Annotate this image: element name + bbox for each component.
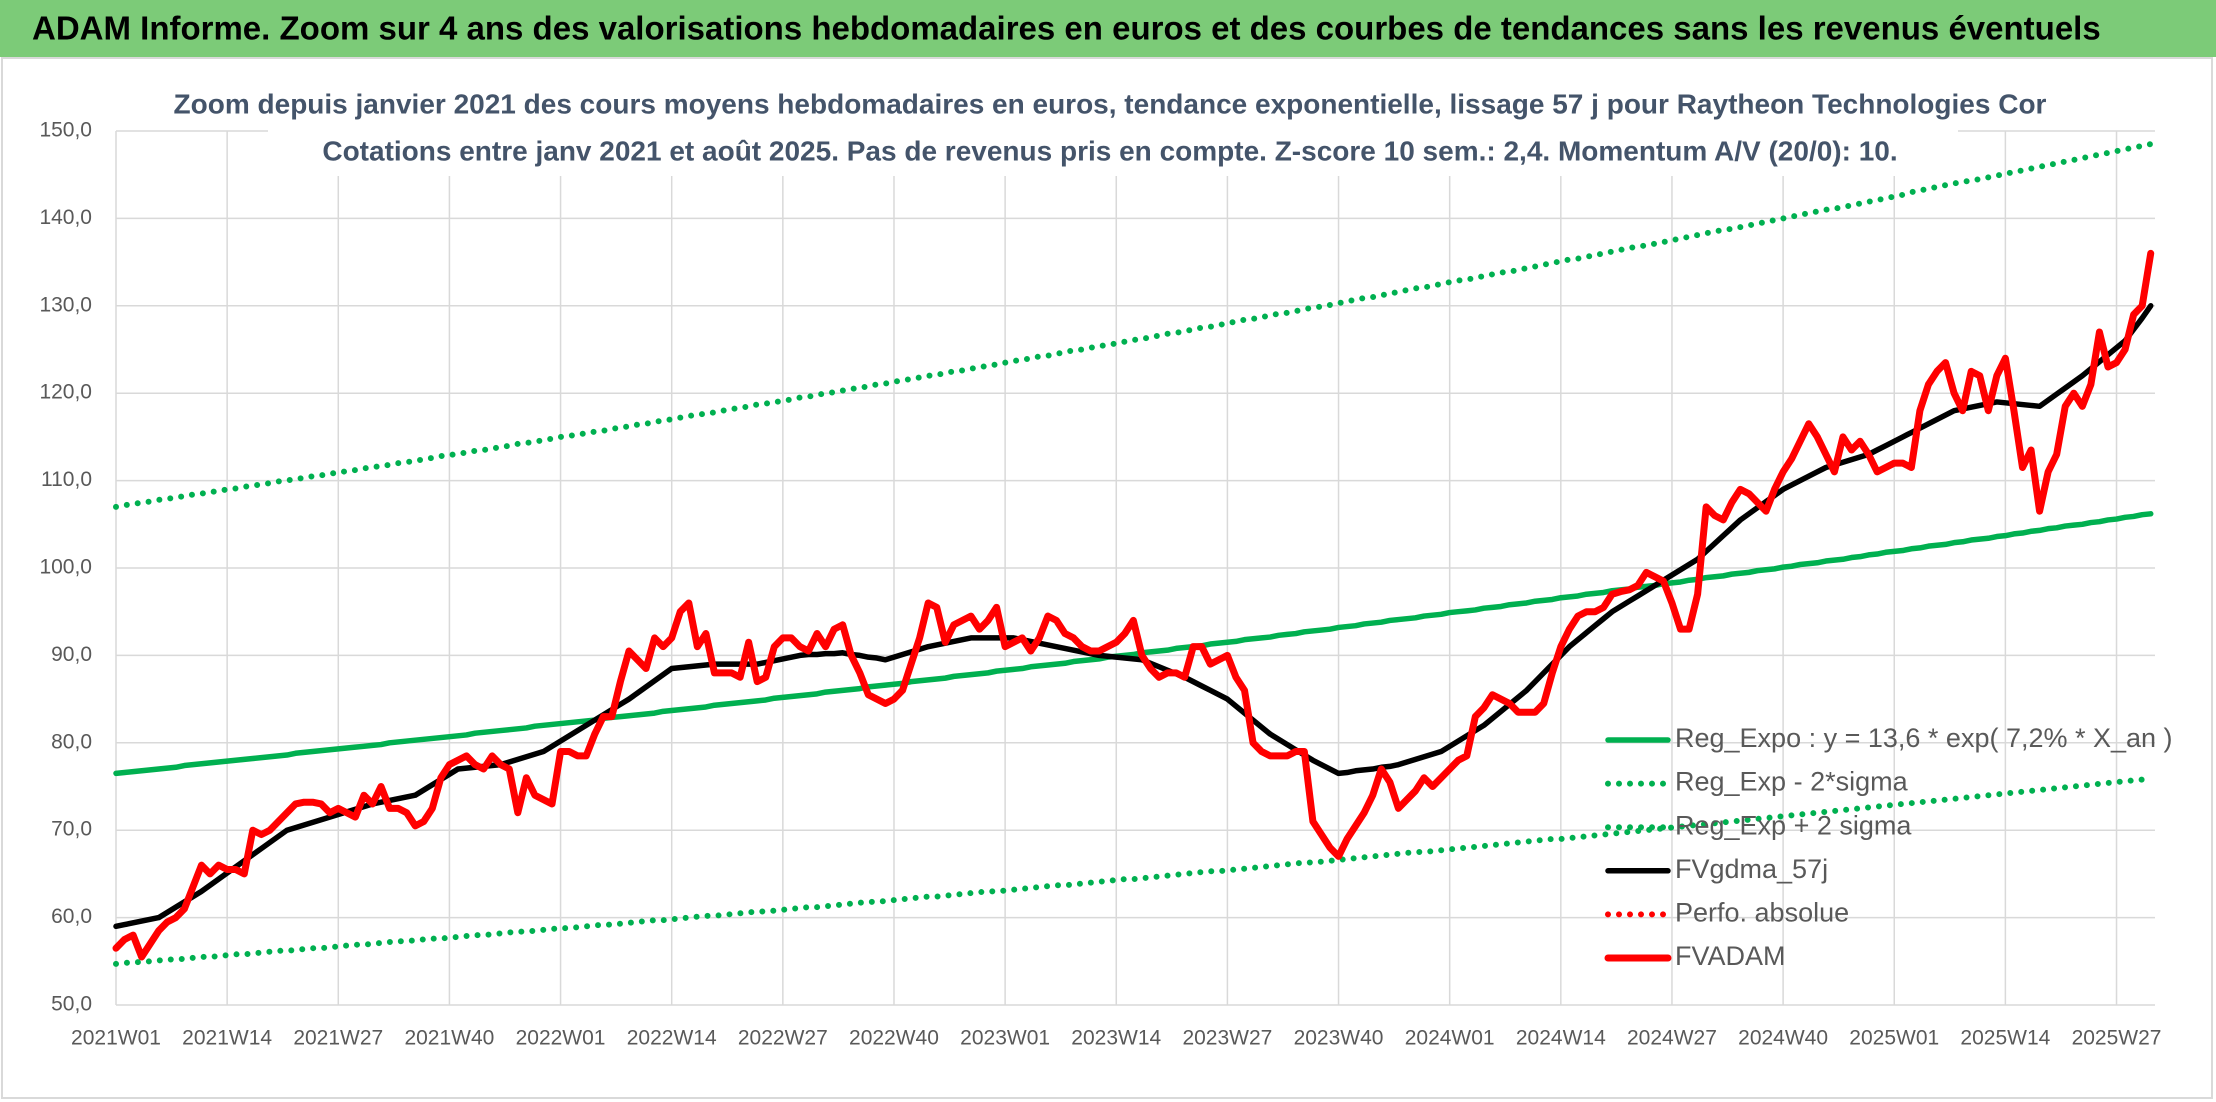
y-tick-label: 70,0 [51,818,92,841]
x-tick-label: 2025W14 [1960,1027,2050,1050]
legend-label: Reg_Exp - 2*sigma [1675,767,1909,797]
x-tick-label: 2023W40 [1294,1027,1384,1050]
series-line [113,511,2154,777]
x-tick-label: 2021W01 [71,1027,161,1050]
x-tick-label: 2024W40 [1738,1027,1828,1050]
title-background [268,86,1958,176]
x-tick-label: 2022W40 [849,1027,939,1050]
x-tick-label: 2025W01 [1849,1027,1939,1050]
x-tick-label: 2023W27 [1182,1027,1272,1050]
y-tick-label: 50,0 [51,993,92,1016]
x-tick-label: 2021W27 [293,1027,383,1050]
x-tick-label: 2024W01 [1405,1027,1495,1050]
y-tick-label: 120,0 [39,381,92,404]
legend: Reg_Expo : y = 13,6 * exp( 7,2% * X_an )… [1604,723,2173,971]
x-tick-label: 2022W01 [516,1027,606,1050]
chart-subtitle: Cotations entre janv 2021 et août 2025. … [322,135,1897,166]
grid: 50,0 60,0 70,0 80,0 90,0 100,0 110,0 120,0 130,0… [39,119,2161,1050]
y-tick-label: 60,0 [51,905,92,928]
legend-label: FVgdma_57j [1675,854,1828,884]
x-tick-label: 2022W27 [738,1027,828,1050]
legend-label: Reg_Expo : y = 13,6 * exp( 7,2% * X_an ) [1675,723,2173,753]
chart-frame [1,57,2213,1099]
page-title: ADAM Informe. Zoom sur 4 ans des valoris… [32,10,2101,47]
legend-label: Perfo. absolue [1675,898,1849,928]
x-tick-label: 2025W27 [2072,1027,2162,1050]
series-line [112,249,2155,961]
x-tick-label: 2024W14 [1516,1027,1606,1050]
series-line [113,303,2154,930]
series-line [113,141,2154,510]
y-tick-label: 90,0 [51,643,92,666]
x-tick-label: 2021W40 [404,1027,494,1050]
title-bar [0,0,2216,57]
y-tick-label: 140,0 [39,206,92,229]
plot-lines [112,141,2155,967]
x-tick-label: 2024W27 [1627,1027,1717,1050]
x-tick-label: 2022W14 [627,1027,717,1050]
y-tick-label: 150,0 [39,119,92,142]
y-tick-label: 110,0 [41,468,92,491]
y-tick-label: 100,0 [39,556,92,579]
chart-title: Zoom depuis janvier 2021 des cours moyen… [174,88,2047,119]
x-tick-label: 2023W01 [960,1027,1050,1050]
legend-label: Reg_Exp + 2 sigma [1675,810,1912,840]
x-tick-label: 2021W14 [182,1027,272,1050]
y-tick-label: 130,0 [39,293,92,316]
legend-label: FVADAM [1675,941,1786,971]
y-tick-label: 80,0 [51,730,92,753]
series-line [113,775,2154,967]
x-tick-label: 2023W14 [1071,1027,1161,1050]
